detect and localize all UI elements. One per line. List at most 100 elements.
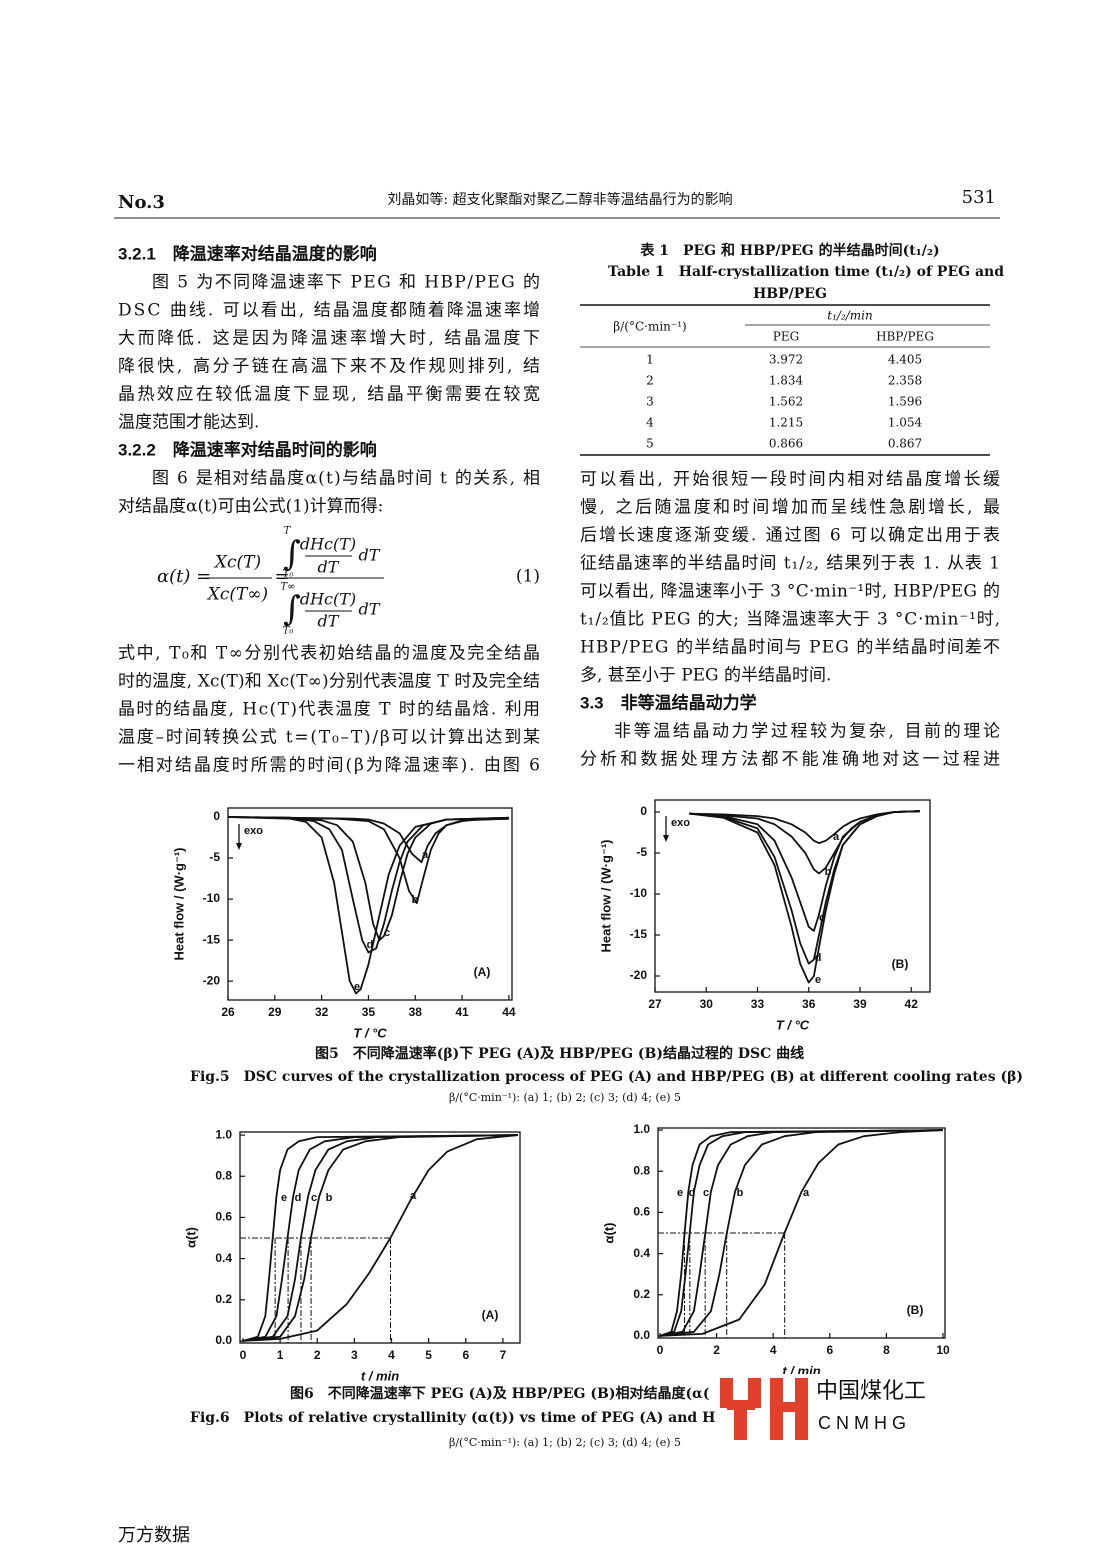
y-tick-label: 0 — [213, 809, 220, 823]
table-cell: 1.054 — [888, 416, 923, 430]
section-heading: 3.2.1 降温速率对结晶温度的影响 — [118, 243, 377, 263]
y-tick-label: -20 — [203, 973, 221, 987]
x-tick-label: 7 — [500, 1348, 507, 1362]
curve — [242, 1134, 518, 1342]
table-cell: 2 — [646, 374, 654, 388]
exo-arrowhead — [236, 843, 242, 850]
x-axis-label: T / °C — [776, 1017, 810, 1032]
x-tick-label: 30 — [700, 997, 714, 1011]
x-tick-label: 0 — [657, 1343, 664, 1357]
curve-label: e — [677, 1187, 683, 1199]
x-tick-label: 2 — [314, 1348, 321, 1362]
y-tick-label: 0.4 — [633, 1246, 650, 1260]
y-tick-label: -10 — [203, 891, 221, 905]
chart: 0 -5 -10 -15 -20 27 30 33 36 39 42 T / °C Heat flow … — [598, 799, 931, 1032]
curve-label: b — [326, 1192, 333, 1204]
x-tick-label: 26 — [221, 1005, 235, 1019]
equation-part: (1) — [516, 567, 540, 587]
chart: 0.00.20.40.60.81.00 2 4 6 8 10t / minα(t)(B)a… — [601, 1122, 950, 1378]
curve-label: c — [384, 927, 390, 939]
equation-part: T₀ — [283, 626, 294, 637]
y-tick-label: -5 — [209, 850, 220, 864]
equation-part: = — [274, 566, 289, 587]
footer: 万方数据 — [118, 1525, 190, 1545]
curve-label: d — [689, 1187, 696, 1199]
table: 表 1 PEG 和 HBP/PEG 的半结晶时间(t₁/₂) Table 1 H… — [580, 242, 1004, 456]
x-tick-label: 36 — [802, 997, 816, 1011]
figure-caption-note: β/(°C·min⁻¹): (a) 1; (b) 2; (c) 3; (d) 4… — [449, 1436, 681, 1449]
y-axis-label: α(t) — [601, 1223, 616, 1244]
chart: 0.0 0.2 0.4 0.6 0.8 1.0 0 1 2 3 4 5 6 7 t / min α(t) (A)… — [183, 1127, 521, 1383]
table-caption-en: Table 1 Half-crystallization time (t₁/₂)… — [608, 264, 1004, 280]
paragraph-line: 晶时的结晶度, Hc(T)代表温度 T 时的结晶焓. 利用 — [118, 700, 540, 720]
plot-frame — [654, 799, 931, 993]
table-cell: 1.834 — [769, 374, 804, 388]
x-tick-label: 42 — [905, 997, 919, 1011]
x-tick-label: 44 — [502, 1005, 516, 1019]
curve-label: c — [311, 1192, 317, 1204]
curve — [689, 810, 920, 984]
figure-caption-cn: 图6 不同降温速率下 PEG (A)及 HBP/PEG (B)相对结晶度(α( — [290, 1385, 709, 1402]
section-heading: 3.2.2 降温速率对结晶时间的影响 — [118, 439, 377, 459]
paragraph-line: HBP/PEG 的半结晶时间与 PEG 的半结晶时间差不 — [580, 638, 1000, 658]
equation-part: dT — [318, 612, 340, 631]
paragraph-line: 式中, T₀和 T∞分别代表初始结晶的温度及完全结晶 — [118, 644, 540, 664]
watermark-name-cn: 中国煤化工 — [816, 1378, 926, 1403]
table-cell: 4.405 — [888, 353, 922, 367]
x-tick-label: 5 — [425, 1348, 432, 1362]
x-tick-label: 6 — [826, 1343, 833, 1357]
paragraph-line: t₁/₂值比 PEG 的大; 当降温速率大于 3 °C·min⁻¹时, — [580, 610, 1000, 630]
table-rate-header: β/(°C·min⁻¹) — [613, 320, 686, 334]
curve-label: a — [833, 831, 840, 843]
y-tick-label: -5 — [636, 845, 647, 859]
page-number: 531 — [962, 187, 996, 208]
paragraph-line: 分析和数据处理方法都不能准确地对这一过程进 — [580, 750, 1000, 770]
table-cell: 4 — [646, 416, 654, 430]
x-tick-label: 1 — [277, 1348, 284, 1362]
y-tick-label: 0.4 — [215, 1251, 232, 1265]
paragraph-line: 可以看出, 降温速率小于 3 °C·min⁻¹时, HBP/PEG 的 — [580, 582, 1000, 602]
y-tick-label: -15 — [630, 927, 648, 941]
paragraph-line: 征结晶速率的半结晶时间 t₁/₂, 结果列于表 1. 从表 1 — [580, 554, 1000, 574]
paragraph-line: 温度–时间转换公式 t=(T₀–T)/β可以计算出达到某 — [118, 728, 540, 748]
figure-caption-cn: 图5 不同降温速率(β)下 PEG (A)及 HBP/PEG (B)结晶过程的 … — [315, 1045, 804, 1062]
y-tick-label: -15 — [203, 932, 221, 946]
table-cell: 3.972 — [769, 353, 803, 367]
table-cell: 0.866 — [769, 437, 803, 451]
curve-label: a — [422, 849, 429, 861]
y-tick-label: -10 — [630, 886, 648, 900]
equation-part: dT — [318, 558, 340, 577]
paragraph-line: 图 6 是相对结晶度α(t)与结晶时间 t 的关系, 相 — [152, 469, 540, 489]
x-tick-label: 38 — [409, 1005, 423, 1019]
section-heading: 3.3 非等温结晶动力学 — [580, 692, 757, 712]
table-group-header: t₁/₂/min — [827, 309, 872, 323]
curve — [659, 1129, 944, 1337]
curve-label: d — [295, 1192, 302, 1204]
x-tick-label: 6 — [462, 1348, 469, 1362]
x-tick-label: 39 — [853, 997, 867, 1011]
curve-label: a — [803, 1187, 810, 1199]
paragraph-line: 时的温度, Xc(T)和 Xc(T∞)分别代表温度 T 时及完全结 — [118, 672, 540, 692]
x-tick-label: 8 — [883, 1343, 890, 1357]
curve — [242, 1134, 518, 1342]
paragraph-line: 一相对结晶度时所需的时间(β为降温速率). 由图 6 — [118, 756, 540, 776]
curve — [227, 816, 509, 905]
y-tick-label: 0 — [640, 804, 647, 818]
watermark-name-en: CNMHG — [818, 1413, 911, 1433]
y-tick-label: -20 — [630, 968, 648, 982]
curve — [242, 1134, 518, 1342]
paragraph-line: 图 5 为不同降温速率下 PEG 和 HBP/PEG 的 — [152, 273, 540, 293]
panel-label: (A) — [482, 1308, 499, 1322]
paragraph-line: 对结晶度α(t)可由公式(1)计算而得: — [118, 497, 383, 517]
chart: 0 -5 -10 -15 -20 26 29 32 35 38 41 44 T / °C Heat flo… — [171, 807, 516, 1040]
x-tick-label: 35 — [362, 1005, 376, 1019]
paragraph-line: 多, 甚至小于 PEG 的半结晶时间. — [580, 666, 831, 686]
equation-part: ∫ — [283, 589, 301, 629]
annotation: exo — [671, 817, 690, 829]
y-tick-label: 0.8 — [215, 1168, 232, 1182]
table-cell: 1.562 — [769, 395, 803, 409]
x-tick-label: 27 — [648, 997, 662, 1011]
equation-part: α(t) = — [157, 566, 211, 587]
table-cell: 2.358 — [888, 374, 922, 388]
